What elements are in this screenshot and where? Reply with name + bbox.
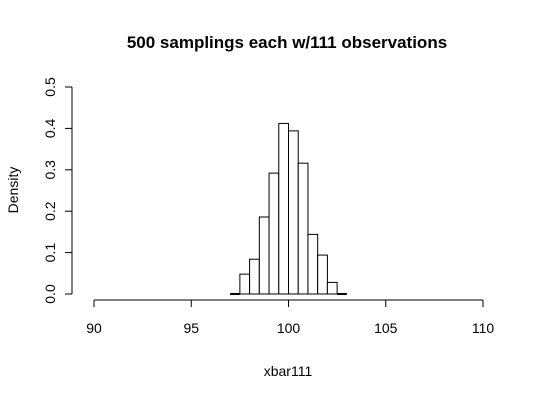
x-tick-label: 100 [277, 320, 301, 336]
x-tick-label: 110 [472, 320, 495, 336]
histogram-bar [249, 258, 260, 295]
y-tick-label: 0.2 [42, 201, 58, 221]
histogram-bar [297, 162, 309, 295]
histogram-bar [258, 216, 270, 295]
histogram-bar [268, 172, 280, 295]
histogram-bar [278, 122, 289, 295]
y-axis-label: Density [5, 167, 21, 214]
y-tick-label: 0.1 [42, 243, 58, 263]
histogram-bar [317, 254, 328, 295]
histogram-bar [239, 273, 251, 295]
y-tick-label: 0.4 [42, 118, 58, 138]
plot-area [230, 122, 347, 295]
y-axis-ticks: 0.0 0.1 0.2 0.3 0.4 0.5 [42, 77, 72, 304]
y-tick-label: 0.3 [42, 160, 58, 180]
x-axis-label: xbar111 [264, 363, 313, 379]
histogram-bar [307, 233, 319, 295]
histogram-bar [288, 130, 299, 295]
y-tick-label: 0.0 [42, 284, 58, 304]
y-tick-label: 0.5 [42, 77, 58, 97]
chart-title: 500 samplings each w/111 observations [127, 33, 447, 52]
x-tick-label: 105 [374, 320, 398, 336]
histogram-bar [326, 281, 338, 295]
x-tick-label: 95 [183, 320, 199, 336]
x-axis-ticks: 90 95 100 105 110 [86, 300, 494, 336]
x-tick-label: 90 [86, 320, 102, 336]
